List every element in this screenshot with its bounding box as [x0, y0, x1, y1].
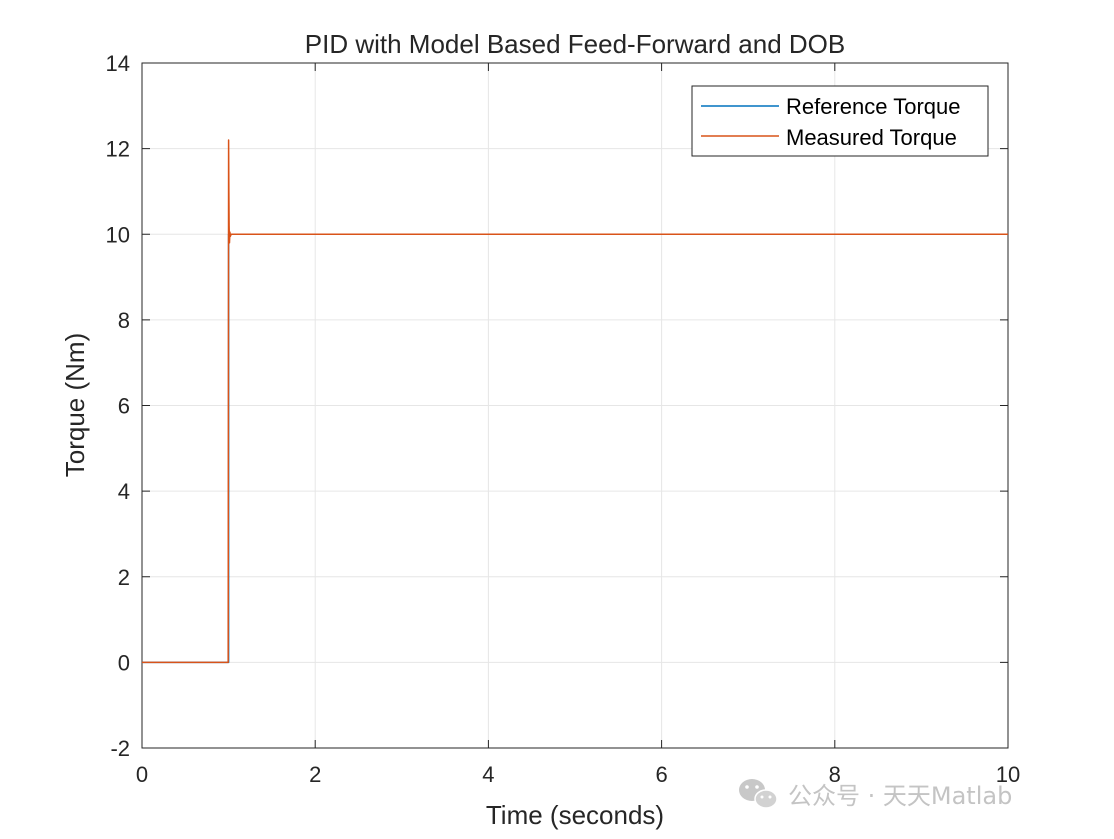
- legend: Reference Torque Measured Torque: [691, 85, 989, 157]
- x-tick-label: 0: [136, 762, 148, 787]
- y-tick-label: 12: [106, 137, 130, 162]
- x-tick-label: 10: [996, 762, 1020, 787]
- series-layer: [142, 139, 1008, 664]
- legend-label-reference-torque: Reference Torque: [786, 94, 961, 119]
- y-tick-label: 14: [106, 51, 130, 76]
- x-axis-label: Time (seconds): [486, 800, 664, 830]
- y-tick-label: 10: [106, 222, 130, 247]
- watermark: 公众号 · 天天Matlab: [739, 779, 1012, 810]
- x-tick-label: 8: [829, 762, 841, 787]
- x-tick-label: 4: [482, 762, 494, 787]
- chart-title: PID with Model Based Feed-Forward and DO…: [305, 29, 845, 59]
- wechat-icon: [739, 779, 778, 809]
- y-tick-label: 8: [118, 308, 130, 333]
- y-tick-label: -2: [110, 736, 130, 761]
- y-axis-label: Torque (Nm): [60, 333, 90, 477]
- legend-label-measured-torque: Measured Torque: [786, 125, 957, 150]
- y-tick-label: 2: [118, 565, 130, 590]
- y-tick-label: 0: [118, 650, 130, 675]
- watermark-text: 公众号 · 天天Matlab: [788, 782, 1012, 810]
- x-tick-label: 2: [309, 762, 321, 787]
- x-tick-label: 6: [655, 762, 667, 787]
- y-tick-label: 6: [118, 394, 130, 419]
- series-line-measured-torque: [142, 139, 1008, 664]
- y-tick-label: 4: [118, 479, 130, 504]
- legend-box: [691, 85, 989, 157]
